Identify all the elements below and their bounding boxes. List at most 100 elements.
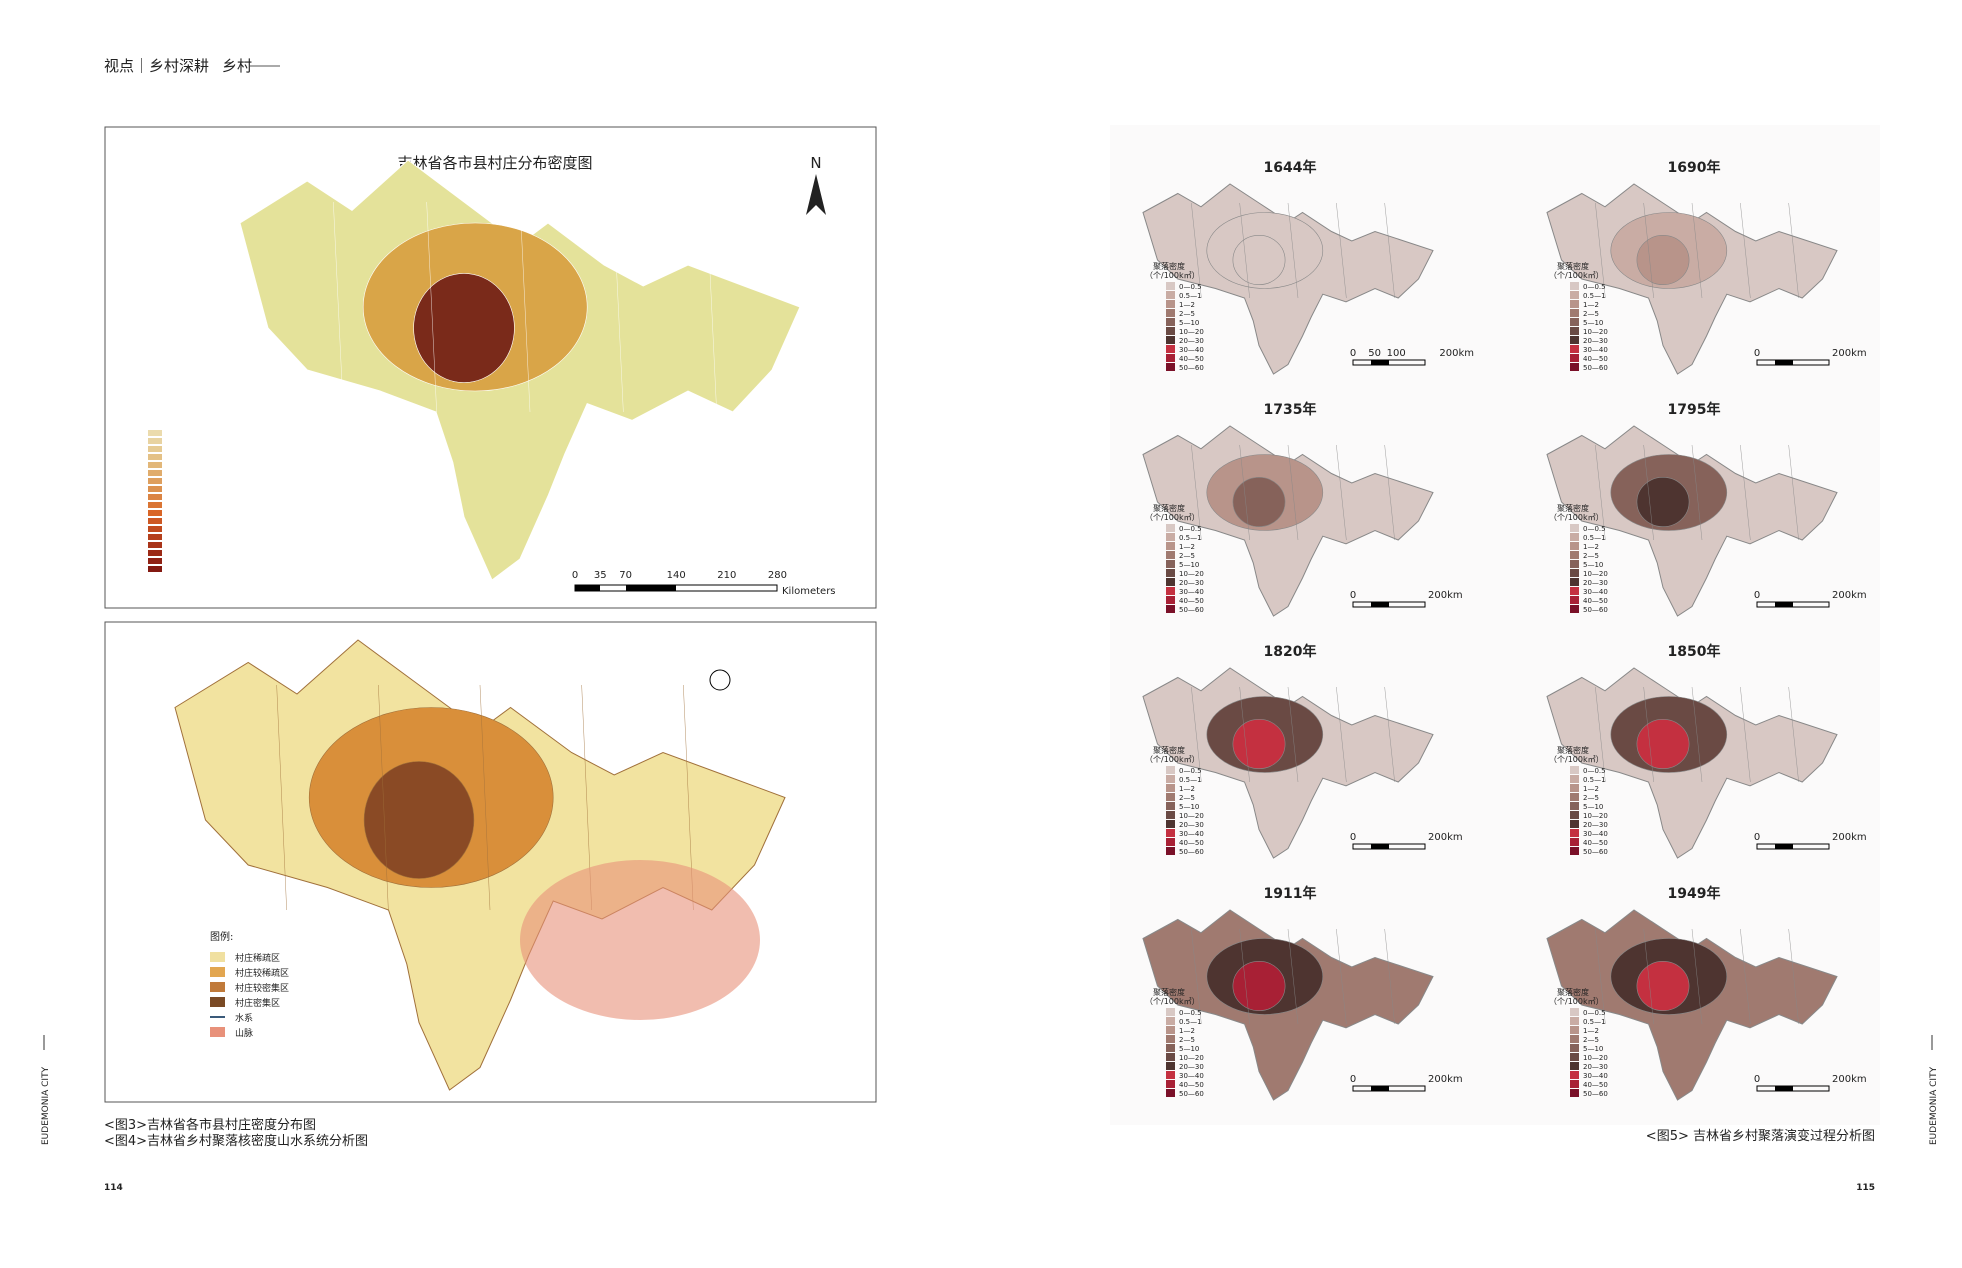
legend-swatch — [1570, 578, 1579, 586]
legend-label: 1—2 — [1583, 785, 1599, 793]
legend-swatch — [148, 566, 162, 572]
legend-label: 水系 — [235, 1012, 253, 1024]
legend-swatch — [1570, 1035, 1579, 1043]
legend-label: 1—2 — [1583, 543, 1599, 551]
legend-swatch — [1570, 327, 1579, 335]
legend-swatch — [1166, 282, 1175, 290]
map-border — [333, 201, 344, 413]
legend-swatch — [148, 462, 162, 468]
legend-label: 村庄密集区 — [235, 997, 280, 1009]
legend-label: 50—60 — [1583, 1090, 1608, 1098]
legend-swatch — [1166, 542, 1175, 550]
legend-label: 0.5—1 — [1583, 776, 1606, 784]
legend-label: 2—5 — [1583, 310, 1599, 318]
legend-label: 5—10 — [1583, 1045, 1603, 1053]
legend-swatch — [1166, 793, 1175, 801]
map-year: 1690年 — [1668, 159, 1721, 176]
legend-title: 聚落密度 — [1557, 503, 1589, 513]
legend-label: 50—60 — [1179, 606, 1204, 614]
legend-label: 5—10 — [1179, 561, 1199, 569]
legend-label: 0—0.5 — [1179, 283, 1202, 291]
legend-label: 5—10 — [1583, 803, 1603, 811]
side-text: EUDEMONIA CITY — [1929, 1066, 1939, 1145]
legend-swatch — [1166, 775, 1175, 783]
legend-swatch — [1570, 605, 1579, 613]
scale-label: 200km — [1428, 590, 1463, 601]
legend-swatch — [148, 550, 162, 556]
scale-bar — [575, 585, 600, 591]
legend-swatch — [1166, 345, 1175, 353]
legend-label: 0—0.5 — [1179, 767, 1202, 775]
legend-swatch — [1166, 363, 1175, 371]
legend-swatch — [210, 967, 225, 977]
legend-label: 20—30 — [1583, 821, 1608, 829]
legend-label: 40—50 — [1583, 355, 1608, 363]
map-year: 1820年 — [1264, 643, 1317, 660]
map-border — [1191, 202, 1202, 299]
legend-label: 0.5—1 — [1583, 292, 1606, 300]
scale-label: 0 — [1350, 832, 1356, 843]
legend-swatch — [210, 1027, 225, 1037]
legend-label: 5—10 — [1179, 319, 1199, 327]
legend-swatch — [148, 558, 162, 564]
legend-swatch — [148, 454, 162, 460]
map-border — [706, 201, 717, 413]
legend-swatch — [1166, 533, 1175, 541]
legend-swatch — [1570, 1044, 1579, 1052]
legend-swatch — [148, 534, 162, 540]
legend-label: 10—20 — [1179, 812, 1204, 820]
map-border — [1691, 928, 1703, 1025]
legend-label: 30—40 — [1179, 588, 1204, 596]
legend-swatch — [1166, 838, 1175, 846]
legend-swatch — [1570, 542, 1579, 550]
legend-title: （个/100k㎡） — [1549, 997, 1604, 1006]
legend-swatch — [1166, 766, 1175, 774]
map-border — [1740, 686, 1751, 783]
legend-swatch — [1166, 327, 1175, 335]
scale-bar — [1775, 602, 1793, 607]
scale-label: 200km — [1832, 1074, 1867, 1085]
legend-title: 聚落密度 — [1557, 987, 1589, 997]
map-border — [1287, 202, 1299, 299]
legend-swatch — [1570, 354, 1579, 362]
legend-label: 20—30 — [1583, 579, 1608, 587]
scale-label: 0 — [1350, 1074, 1356, 1085]
map-border — [1643, 444, 1654, 541]
legend-swatch — [1166, 569, 1175, 577]
map-density-core — [413, 273, 515, 383]
caption-right: <图5> 吉林省乡村聚落演变过程分析图 — [1646, 1128, 1875, 1144]
legend-swatch — [1166, 354, 1175, 362]
legend-label: 30—40 — [1179, 346, 1204, 354]
legend-swatch — [1166, 596, 1175, 604]
map-year: 1911年 — [1264, 885, 1317, 902]
map-border — [276, 684, 287, 911]
legend-label: 0.5—1 — [1179, 776, 1202, 784]
legend-swatch — [148, 518, 162, 524]
legend-label: 0.5—1 — [1179, 534, 1202, 542]
legend-swatch — [1166, 1080, 1175, 1088]
map-border — [1691, 686, 1703, 783]
legend-label: 20—30 — [1583, 337, 1608, 345]
map-border — [1239, 928, 1250, 1025]
legend-swatch — [1166, 551, 1175, 559]
caption-left: <图4>吉林省乡村聚落核密度山水系统分析图 — [104, 1133, 368, 1149]
legend-swatch — [148, 438, 162, 444]
map-border — [1643, 928, 1654, 1025]
map-density-core — [1232, 476, 1286, 527]
legend-title: 图例: — [210, 930, 233, 943]
scale-label: 50 — [1368, 348, 1381, 359]
map-border — [1691, 444, 1703, 541]
scale-bar — [1371, 844, 1389, 849]
scale-bar — [626, 585, 676, 591]
map-density-core — [363, 761, 475, 879]
map-border — [1788, 202, 1799, 299]
legend-swatch — [1166, 829, 1175, 837]
map-border — [1595, 444, 1606, 541]
legend-label: 50—60 — [1583, 364, 1608, 372]
legend-label: 1—2 — [1583, 301, 1599, 309]
legend-title: 聚落密度 — [1557, 745, 1589, 755]
map-border — [1336, 202, 1347, 299]
caption-left: <图3>吉林省各市县村庄密度分布图 — [104, 1117, 316, 1133]
legend-label: 40—50 — [1179, 1081, 1204, 1089]
legend-swatch — [210, 982, 225, 992]
